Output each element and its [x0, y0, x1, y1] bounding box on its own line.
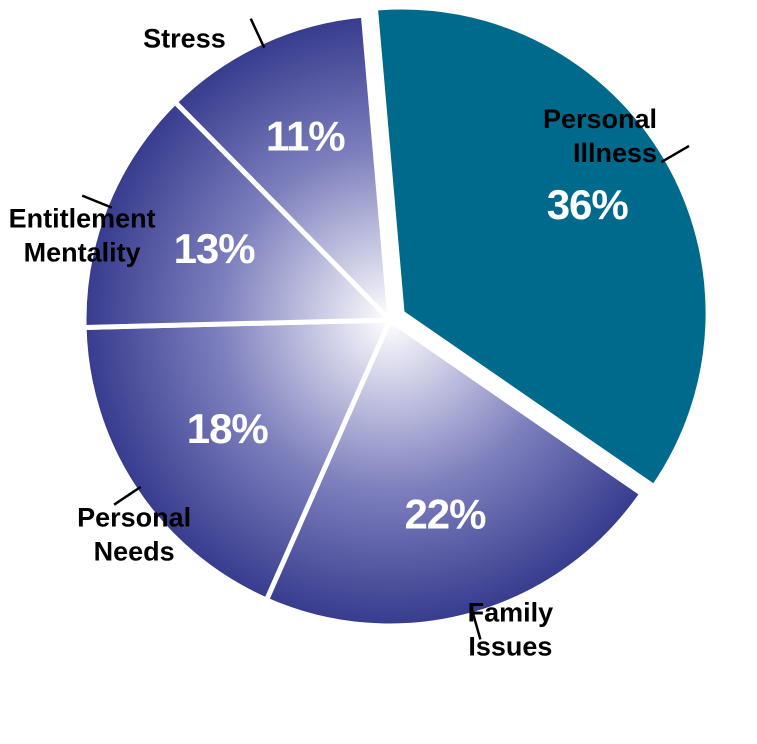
slice-value-label: 18% — [187, 405, 269, 452]
pie-labels: 36% Personal Illness 22% Family Issues 18% Pers… — [9, 24, 657, 662]
slice-value-label: 13% — [174, 225, 256, 272]
leader-line — [660, 144, 690, 164]
slice-category-label: Personal Needs — [77, 503, 191, 567]
slice-value-label: 36% — [547, 181, 629, 228]
leader-line — [81, 194, 113, 209]
leader-line — [470, 608, 482, 640]
pie-slices — [81, 4, 711, 629]
slice-category-label: Stress — [143, 24, 226, 54]
slice-value-label: 22% — [404, 490, 486, 537]
slice-value-label: 11% — [266, 113, 345, 160]
slice-category-label: Family Issues — [468, 597, 554, 661]
leader-line — [249, 18, 266, 49]
slice-category-label: Personal Illness — [543, 104, 657, 168]
leader-line — [113, 485, 142, 506]
leader-lines — [81, 18, 690, 640]
slice-category-label: Entitlement Mentality — [9, 204, 156, 268]
